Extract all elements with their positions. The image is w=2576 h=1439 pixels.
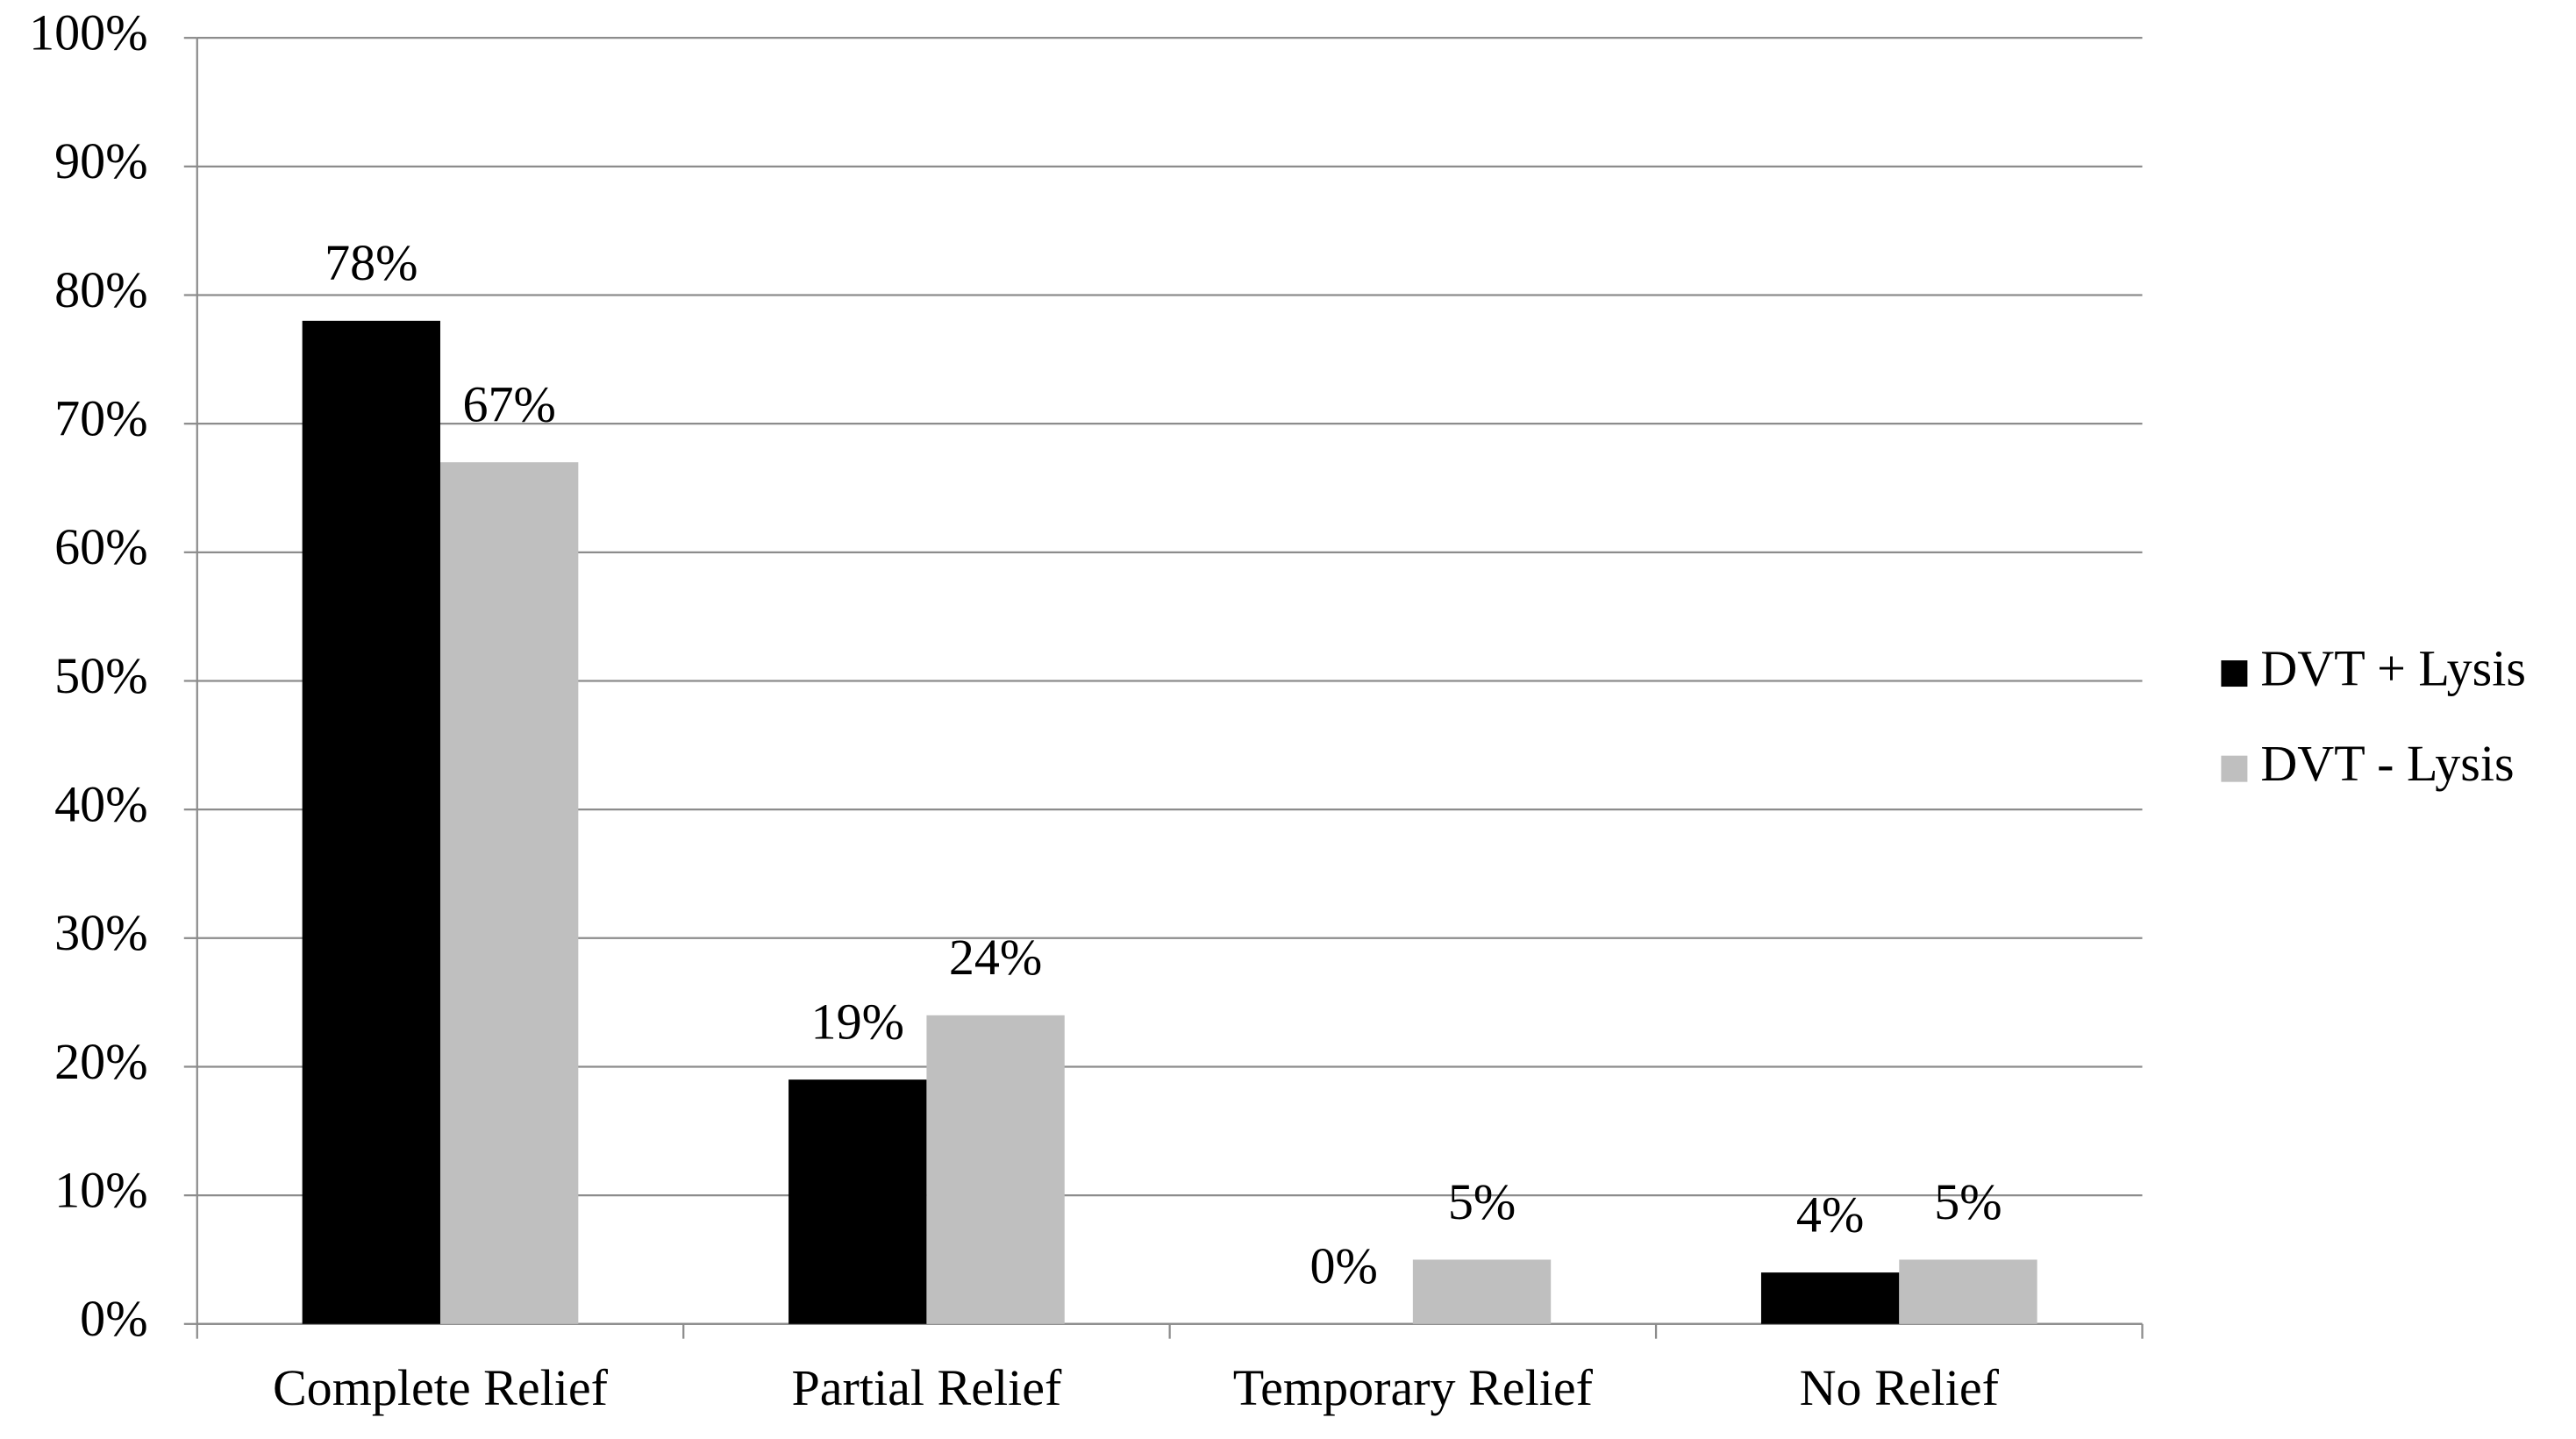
y-tick-label: 100% [29, 4, 147, 61]
bar [439, 462, 579, 1324]
y-tick-label: 0% [80, 1290, 147, 1347]
bar [1412, 1259, 1552, 1324]
legend-swatch [2221, 755, 2248, 782]
y-tick-label: 50% [54, 647, 147, 704]
y-tick-label: 40% [54, 775, 147, 832]
legend-label: DVT + Lysis [2260, 639, 2526, 696]
y-tick-label: 20% [54, 1033, 147, 1090]
legend-swatch [2221, 660, 2248, 687]
y-tick-label: 30% [54, 904, 147, 961]
y-tick-label: 80% [54, 261, 147, 318]
value-label: 5% [1934, 1173, 2002, 1230]
bar [1899, 1259, 2037, 1324]
value-label: 4% [1796, 1186, 1864, 1243]
y-tick-label: 10% [54, 1161, 147, 1218]
x-tick-label: No Relief [1800, 1359, 2000, 1416]
value-label: 24% [949, 929, 1042, 986]
value-label: 5% [1448, 1173, 1516, 1230]
x-tick-label: Complete Relief [273, 1359, 609, 1416]
y-tick-label: 70% [54, 389, 147, 446]
x-tick-label: Temporary Relief [1233, 1359, 1594, 1416]
bar [302, 320, 440, 1324]
value-label: 67% [462, 376, 555, 433]
legend-label: DVT - Lysis [2260, 735, 2514, 792]
y-tick-label: 90% [54, 132, 147, 189]
bar [926, 1015, 1065, 1324]
bar [1760, 1272, 1900, 1324]
value-label: 19% [811, 994, 904, 1051]
bar [788, 1079, 927, 1324]
value-label: 0% [1309, 1237, 1377, 1294]
x-tick-label: Partial Relief [791, 1359, 1062, 1416]
y-tick-label: 60% [54, 518, 147, 575]
value-label: 78% [325, 234, 417, 291]
